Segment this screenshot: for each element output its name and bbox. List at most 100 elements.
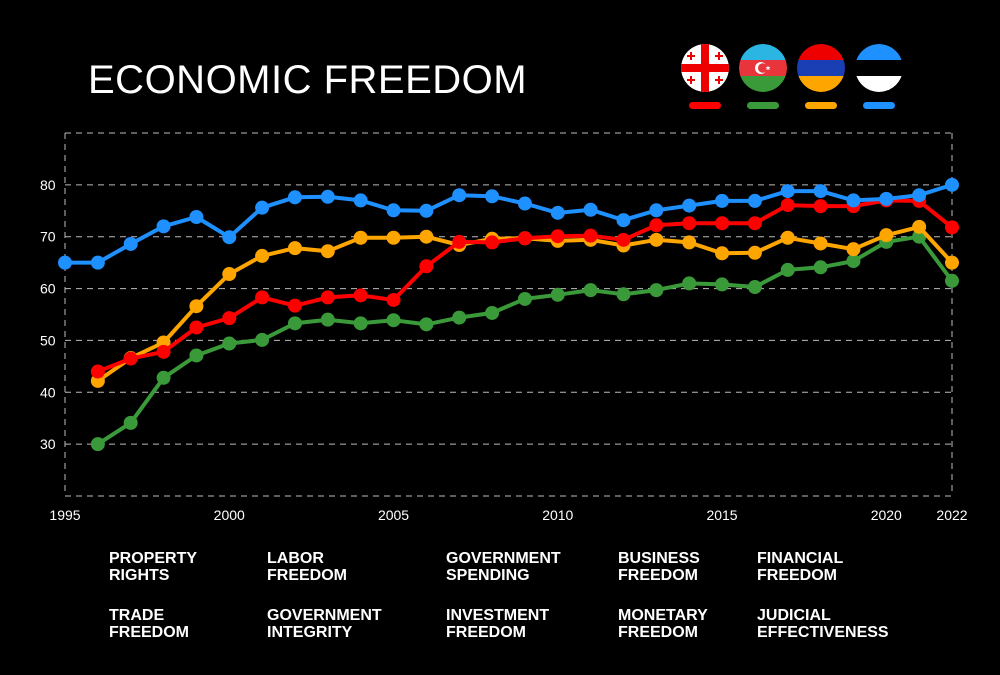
data-point-estonia-2022 [945, 177, 959, 192]
data-point-estonia-2019 [846, 193, 861, 208]
category-labor-freedom: LABOR FREEDOM [267, 550, 347, 584]
data-point-georgia-2012 [616, 232, 631, 247]
data-point-estonia-2008 [485, 189, 500, 204]
x-tick-label-2020: 2020 [871, 507, 902, 523]
category-trade-freedom: TRADE FREEDOM [109, 607, 189, 641]
x-tick-label-2000: 2000 [214, 507, 245, 523]
georgia-flag-icon [681, 44, 729, 92]
data-point-azerbaijan-2000 [222, 336, 237, 351]
data-point-georgia-2010 [550, 229, 565, 244]
data-point-azerbaijan-2015 [715, 277, 730, 292]
data-point-armenia-2018 [813, 236, 828, 251]
data-point-estonia-2004 [353, 193, 368, 208]
data-point-armenia-2005 [386, 230, 401, 245]
data-point-estonia-2003 [320, 189, 335, 204]
data-point-azerbaijan-1998 [156, 370, 171, 385]
data-point-georgia-1999 [189, 320, 204, 335]
azerbaijan-flag-icon [739, 44, 787, 92]
data-point-armenia-2004 [353, 230, 368, 245]
data-point-azerbaijan-2002 [287, 316, 302, 331]
data-point-georgia-2014 [682, 216, 697, 231]
data-point-georgia-2004 [353, 288, 368, 303]
data-point-georgia-1998 [156, 344, 171, 359]
data-point-azerbaijan-2003 [320, 312, 335, 327]
data-point-armenia-2020 [879, 228, 894, 243]
data-point-georgia-2003 [320, 290, 335, 305]
legend-item-armenia [796, 44, 846, 109]
data-point-azerbaijan-2013 [649, 283, 664, 298]
data-point-estonia-2017 [780, 184, 795, 199]
data-point-azerbaijan-2005 [386, 313, 401, 328]
data-point-azerbaijan-2012 [616, 287, 631, 302]
series-line-estonia [65, 182, 953, 265]
legend-bar-armenia [805, 102, 837, 109]
data-point-georgia-2015 [715, 216, 730, 231]
data-point-azerbaijan-2007 [452, 310, 467, 325]
data-point-armenia-2022 [945, 255, 959, 270]
x-tick-label-2010: 2010 [542, 507, 573, 523]
category-financial-freedom: FINANCIAL FREEDOM [757, 550, 844, 584]
data-point-azerbaijan-2016 [747, 280, 762, 295]
legend-item-estonia [854, 44, 904, 109]
data-point-estonia-1997 [123, 236, 138, 251]
data-point-georgia-2000 [222, 311, 237, 326]
x-tick-label-2005: 2005 [378, 507, 409, 523]
legend [680, 44, 904, 109]
data-point-estonia-2000 [222, 230, 237, 245]
data-point-armenia-2017 [780, 230, 795, 245]
category-government-integrity: GOVERNMENT INTEGRITY [267, 607, 382, 641]
data-point-estonia-1998 [156, 219, 171, 234]
data-point-georgia-2008 [485, 235, 500, 250]
category-monetary-freedom: MONETARY FREEDOM [618, 607, 708, 641]
data-point-georgia-2018 [813, 199, 828, 214]
data-point-estonia-2001 [255, 200, 270, 215]
data-point-georgia-2007 [452, 234, 467, 249]
category-investment-freedom: INVESTMENT FREEDOM [446, 607, 550, 641]
data-point-armenia-1999 [189, 299, 204, 314]
data-point-armenia-2002 [287, 241, 302, 256]
data-point-georgia-2006 [419, 259, 434, 274]
y-tick-label-60: 60 [40, 281, 56, 297]
data-point-azerbaijan-2008 [485, 305, 500, 320]
data-point-azerbaijan-2010 [550, 287, 565, 302]
data-point-estonia-2005 [386, 203, 401, 218]
y-tick-label-80: 80 [40, 177, 56, 193]
data-point-azerbaijan-2004 [353, 316, 368, 331]
data-point-georgia-2022 [945, 220, 959, 235]
data-point-estonia-2020 [879, 191, 894, 206]
data-point-georgia-2013 [649, 218, 664, 233]
data-point-armenia-2001 [255, 248, 270, 263]
data-point-georgia-2016 [747, 216, 762, 231]
data-point-armenia-2013 [649, 232, 664, 247]
legend-bar-estonia [863, 102, 895, 109]
data-point-armenia-2003 [320, 244, 335, 259]
x-tick-label-2022: 2022 [936, 507, 967, 523]
data-point-georgia-2002 [287, 298, 302, 313]
data-point-armenia-2014 [682, 235, 697, 250]
category-business-freedom: BUSINESS FREEDOM [618, 550, 700, 584]
data-point-georgia-2017 [780, 198, 795, 213]
data-point-azerbaijan-2009 [517, 291, 532, 306]
data-point-azerbaijan-2011 [583, 283, 598, 298]
category-property-rights: PROPERTY RIGHTS [109, 550, 198, 584]
category-government-spending: GOVERNMENT SPENDING [446, 550, 561, 584]
legend-item-georgia [680, 44, 730, 109]
legend-bar-azerbaijan [747, 102, 779, 109]
data-point-estonia-2009 [517, 196, 532, 211]
y-tick-label-40: 40 [40, 384, 56, 400]
data-point-armenia-2021 [912, 219, 927, 234]
data-point-georgia-2005 [386, 292, 401, 307]
data-point-georgia-1997 [123, 351, 138, 366]
data-point-estonia-2011 [583, 202, 598, 217]
category-list: PROPERTY RIGHTS LABOR FREEDOM GOVERNMENT… [108, 550, 988, 660]
data-point-georgia-2011 [583, 228, 598, 243]
data-point-estonia-2021 [912, 188, 927, 203]
x-tick-label-2015: 2015 [706, 507, 737, 523]
data-point-azerbaijan-2014 [682, 276, 697, 291]
estonia-flag-icon [855, 44, 903, 92]
data-point-armenia-2015 [715, 246, 730, 261]
data-point-azerbaijan-2022 [945, 273, 959, 288]
data-point-estonia-2018 [813, 184, 828, 199]
data-point-estonia-2016 [747, 193, 762, 208]
